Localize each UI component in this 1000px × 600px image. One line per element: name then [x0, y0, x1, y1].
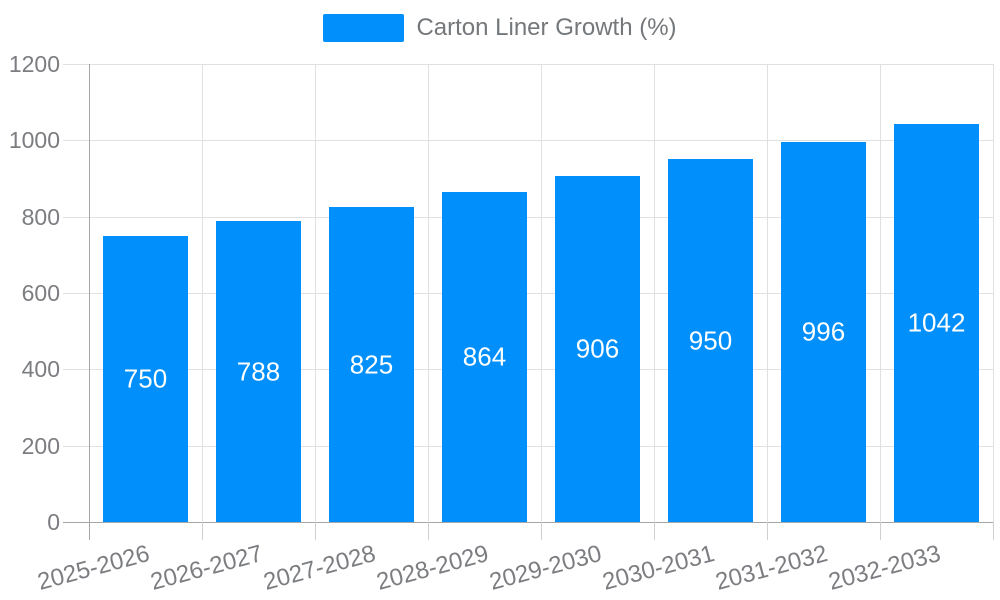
- bar[interactable]: 825: [329, 207, 414, 522]
- bar-value-label: 750: [123, 363, 168, 394]
- legend[interactable]: Carton Liner Growth (%): [0, 14, 1000, 42]
- bar[interactable]: 996: [781, 141, 866, 522]
- bar[interactable]: 1042: [894, 124, 979, 522]
- bar-value-label: 864: [462, 341, 507, 372]
- bar-value-label: 788: [236, 356, 281, 387]
- x-gridline: [993, 64, 994, 522]
- x-axis-tick: [880, 522, 881, 540]
- x-gridline: [315, 64, 316, 522]
- x-gridline: [428, 64, 429, 522]
- legend-label: Carton Liner Growth (%): [416, 14, 677, 41]
- y-tick-label: 600: [21, 280, 60, 306]
- y-gridline: [63, 369, 993, 371]
- x-axis-tick: [89, 522, 90, 540]
- bar-value-label: 825: [349, 349, 394, 380]
- x-tick-label-text: 2025-2026: [34, 540, 153, 596]
- x-tick-label-text: 2028-2029: [373, 540, 492, 596]
- y-tick-label: 800: [21, 203, 60, 230]
- x-axis-tick: [993, 522, 994, 540]
- x-tick-label-text: 2027-2028: [260, 540, 379, 596]
- x-tick-label-text: 2031-2032: [712, 540, 831, 596]
- y-gridline: [63, 140, 993, 142]
- bar-value-label: 1042: [907, 307, 966, 338]
- x-tick-label-text: 2030-2031: [599, 540, 718, 596]
- y-gridline: [63, 293, 993, 294]
- legend-swatch-icon: [323, 14, 405, 42]
- bar-value-label: 996: [801, 316, 846, 347]
- y-tick-label: 1000: [8, 127, 60, 154]
- y-gridline: [63, 445, 993, 447]
- x-tick-label-text: 2032-2033: [825, 540, 944, 596]
- x-gridline: [541, 64, 542, 522]
- x-axis-tick: [202, 522, 203, 540]
- x-tick-label-text: 2029-2030: [486, 540, 605, 596]
- x-gridline: [880, 64, 881, 522]
- y-tick-label: 1200: [8, 51, 60, 77]
- bar[interactable]: 864: [442, 192, 527, 522]
- bar[interactable]: 950: [668, 159, 753, 522]
- x-gridline: [654, 64, 655, 522]
- bar[interactable]: 750: [103, 235, 188, 522]
- bar-value-label: 906: [575, 333, 620, 364]
- y-tick-label: 0: [47, 509, 60, 535]
- x-axis-tick: [315, 522, 316, 540]
- x-axis-line: [63, 522, 993, 523]
- x-axis-tick: [767, 522, 768, 540]
- x-gridline: [202, 64, 203, 522]
- y-tick-label: 200: [21, 432, 60, 459]
- y-axis-line: [89, 64, 90, 522]
- x-axis-tick: [541, 522, 542, 540]
- x-tick-label-text: 2026-2027: [147, 540, 266, 596]
- y-tick-label: 400: [21, 356, 60, 383]
- y-gridline: [63, 64, 993, 65]
- x-axis-tick: [428, 522, 429, 540]
- bar[interactable]: 788: [216, 221, 301, 522]
- bar[interactable]: 906: [555, 176, 640, 522]
- bar-value-label: 950: [688, 325, 733, 356]
- y-gridline: [63, 216, 993, 218]
- x-axis-tick: [654, 522, 655, 540]
- x-gridline: [767, 64, 768, 522]
